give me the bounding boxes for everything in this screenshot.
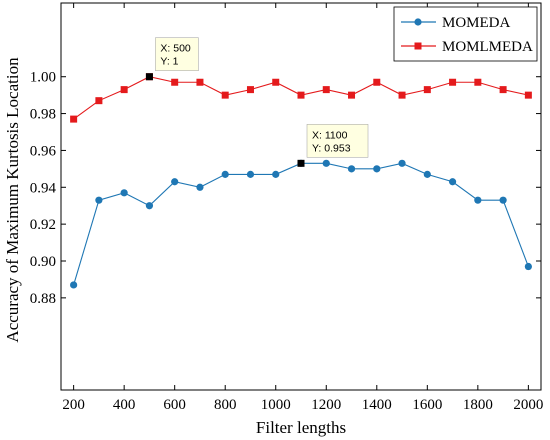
data-point-momeda bbox=[171, 178, 179, 186]
y-tick-label: 0.96 bbox=[30, 143, 57, 159]
x-tick-label: 1200 bbox=[311, 397, 341, 413]
data-point-momlmeda bbox=[246, 86, 254, 94]
data-point-momlmeda bbox=[398, 91, 406, 99]
data-point-momeda bbox=[347, 165, 356, 173]
y-axis-label: Accuracy of Maximum Kurtosis Location bbox=[3, 57, 22, 343]
legend-label-momlmeda: MOMLMEDA bbox=[442, 39, 533, 55]
legend-label-momeda: MOMEDA bbox=[442, 15, 511, 31]
data-point-momlmeda bbox=[297, 91, 305, 99]
data-point-momeda bbox=[499, 196, 507, 204]
datatip-marker bbox=[145, 73, 153, 81]
data-point-momeda bbox=[272, 170, 280, 178]
y-tick-label: 1.00 bbox=[30, 70, 56, 86]
data-point-momeda bbox=[398, 159, 406, 167]
datatip-marker bbox=[297, 159, 305, 167]
y-tick-label: 0.94 bbox=[30, 180, 57, 196]
datatip-box bbox=[306, 124, 369, 158]
plot-area bbox=[60, 2, 542, 391]
data-point-momlmeda bbox=[171, 78, 179, 86]
data-point-momeda bbox=[246, 170, 255, 178]
datatip-box bbox=[155, 37, 199, 71]
data-point-momeda bbox=[373, 165, 381, 173]
x-tick-label: 1000 bbox=[261, 397, 291, 413]
legend-box bbox=[393, 6, 538, 62]
datatip-x-text: X: 1100 bbox=[312, 129, 348, 141]
data-point-momlmeda bbox=[474, 78, 482, 86]
x-tick-label: 1400 bbox=[362, 397, 392, 413]
data-point-momeda bbox=[474, 196, 482, 204]
datatip-x-text: X: 500 bbox=[160, 43, 191, 55]
data-point-momlmeda bbox=[322, 86, 330, 94]
y-tick-label: 0.88 bbox=[30, 291, 56, 307]
datatip-y-text: Y: 1 bbox=[160, 56, 178, 68]
data-point-momlmeda bbox=[449, 78, 457, 86]
data-point-momlmeda bbox=[120, 86, 128, 94]
x-tick-label: 800 bbox=[214, 397, 237, 413]
data-point-momlmeda bbox=[499, 86, 507, 94]
legend-marker-momlmeda bbox=[414, 42, 422, 50]
data-point-momlmeda bbox=[272, 78, 280, 86]
x-tick-label: 600 bbox=[163, 397, 186, 413]
legend-marker-momeda bbox=[414, 18, 422, 26]
data-point-momeda bbox=[524, 262, 532, 271]
data-point-momlmeda bbox=[373, 78, 381, 86]
x-tick-label: 1800 bbox=[463, 397, 493, 413]
data-point-momeda bbox=[322, 159, 330, 167]
x-tick-label: 400 bbox=[113, 397, 136, 413]
y-tick-label: 0.92 bbox=[30, 217, 56, 233]
axes: 200 400 600 800 1000 1200 1400 1600 1800 2000 0.88… bbox=[30, 3, 543, 413]
data-point-momlmeda bbox=[70, 115, 78, 123]
data-point-momeda bbox=[423, 170, 431, 178]
x-axis-label: Filter lengths bbox=[256, 418, 346, 437]
data-point-momeda bbox=[448, 178, 457, 186]
data-point-momeda bbox=[221, 170, 229, 178]
x-tick-label: 1600 bbox=[412, 397, 442, 413]
x-tick-label: 200 bbox=[62, 397, 85, 413]
data-point-momlmeda bbox=[221, 91, 229, 99]
data-point-momeda bbox=[196, 183, 204, 191]
legend: MOMEDA MOMLMEDA bbox=[393, 6, 538, 62]
data-point-momlmeda bbox=[348, 91, 356, 99]
data-point-momeda bbox=[145, 202, 154, 210]
data-point-momeda bbox=[70, 281, 78, 289]
data-point-momlmeda bbox=[524, 91, 532, 99]
data-point-momlmeda bbox=[196, 78, 204, 86]
y-tick-label: 0.98 bbox=[30, 107, 56, 123]
data-point-momeda bbox=[95, 196, 103, 204]
data-point-momlmeda bbox=[423, 86, 431, 94]
x-tick-label: 2000 bbox=[513, 397, 543, 413]
data-point-momlmeda bbox=[95, 97, 103, 105]
datatip-y-text: Y: 0.953 bbox=[312, 142, 351, 154]
data-point-momeda bbox=[120, 189, 128, 197]
y-tick-label: 0.90 bbox=[30, 254, 56, 270]
